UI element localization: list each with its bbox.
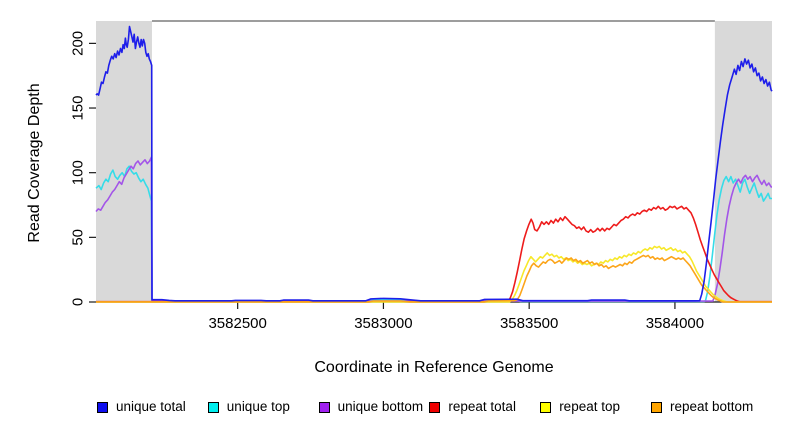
y-tick-label-2: 100 bbox=[70, 160, 87, 185]
y-tick-label-1: 50 bbox=[70, 229, 87, 246]
y-tick-label-3: 150 bbox=[70, 96, 87, 121]
shaded-band-1 bbox=[714, 21, 772, 302]
x-axis-title: Coordinate in Reference Genome bbox=[0, 359, 792, 377]
chart-legend: unique total unique top unique bottom repea… bbox=[0, 398, 792, 418]
legend-item-repeat-top: repeat top bbox=[540, 400, 620, 414]
series-unique-total bbox=[95, 25, 773, 302]
legend-item-unique-bottom: unique bottom bbox=[318, 399, 424, 414]
series-repeat-bottom bbox=[96, 254, 772, 303]
legend-swatch-unique-bottom bbox=[318, 401, 330, 413]
series-unique-bottom bbox=[95, 156, 772, 302]
legend-label: repeat bottom bbox=[670, 399, 754, 414]
legend-swatch-repeat-total bbox=[429, 401, 441, 413]
legend-swatch-repeat-top bbox=[540, 401, 552, 413]
legend-item-repeat-total: repeat total bbox=[429, 400, 516, 414]
x-tick-label-2: 3583500 bbox=[500, 315, 558, 332]
series-unique-top bbox=[95, 165, 772, 303]
legend-label: unique top bbox=[226, 399, 290, 414]
legend-label: unique bottom bbox=[337, 399, 424, 414]
y-axis-title: Read Coverage Depth bbox=[26, 83, 43, 243]
x-tick-label-3: 3584000 bbox=[646, 315, 704, 332]
legend-item-unique-top: unique top bbox=[207, 399, 290, 414]
series-repeat-total bbox=[96, 205, 772, 303]
legend-swatch-unique-total bbox=[97, 401, 108, 413]
legend-swatch-unique-top bbox=[207, 401, 219, 413]
legend-label: repeat total bbox=[448, 399, 516, 414]
legend-label: unique total bbox=[116, 399, 186, 414]
x-tick-label-0: 3582500 bbox=[208, 315, 266, 332]
y-tick-label-0: 0 bbox=[70, 298, 87, 306]
x-tick-label-1: 3583000 bbox=[354, 315, 412, 332]
legend-item-unique-total: unique total bbox=[97, 400, 186, 414]
legend-item-repeat-bottom: repeat bottom bbox=[651, 400, 753, 414]
series-repeat-top bbox=[96, 245, 772, 303]
x-axis-title-text: Coordinate in Reference Genome bbox=[314, 359, 554, 376]
legend-label: repeat top bbox=[559, 399, 620, 414]
legend-swatch-repeat-bottom bbox=[651, 401, 662, 413]
y-tick-label-4: 200 bbox=[70, 31, 87, 56]
